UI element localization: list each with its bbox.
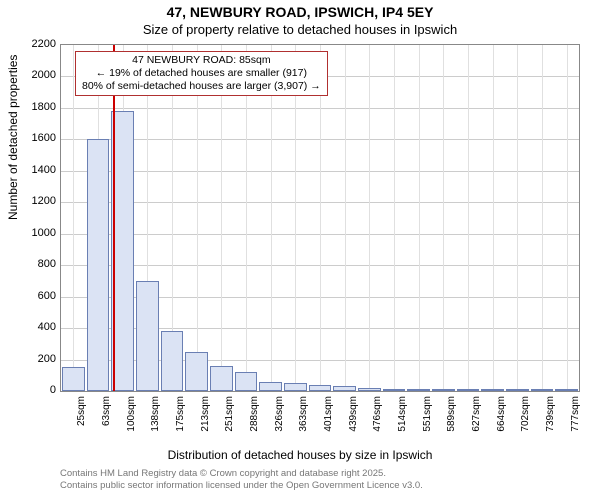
- x-tick-label: 25sqm: [76, 396, 87, 426]
- y-tick-label: 600: [38, 290, 56, 302]
- bar: [432, 389, 455, 391]
- x-tick-label: 551sqm: [422, 396, 433, 432]
- footer-line2: Contains public sector information licen…: [60, 480, 423, 492]
- y-tick-label: 1800: [32, 101, 56, 113]
- x-tick-label: 288sqm: [249, 396, 260, 432]
- bar: [506, 389, 529, 391]
- x-tick-label: 777sqm: [570, 396, 581, 432]
- gridline-v: [369, 45, 370, 391]
- chart-container: 47, NEWBURY ROAD, IPSWICH, IP4 5EY Size …: [0, 0, 600, 500]
- x-tick-label: 175sqm: [175, 396, 186, 432]
- x-tick-label: 138sqm: [150, 396, 161, 432]
- y-tick-label: 1000: [32, 227, 56, 239]
- gridline-v: [493, 45, 494, 391]
- gridline-v: [394, 45, 395, 391]
- y-tick-label: 200: [38, 353, 56, 365]
- y-tick-label: 0: [50, 384, 56, 396]
- bar: [481, 389, 504, 391]
- y-tick-label: 800: [38, 258, 56, 270]
- x-tick-label: 363sqm: [298, 396, 309, 432]
- gridline-v: [246, 45, 247, 391]
- gridline-v: [542, 45, 543, 391]
- bar: [284, 383, 307, 391]
- gridline-v: [345, 45, 346, 391]
- plot-area: 47 NEWBURY ROAD: 85sqm ← 19% of detached…: [60, 44, 580, 392]
- x-tick-label: 439sqm: [348, 396, 359, 432]
- y-tick-label: 1600: [32, 132, 56, 144]
- x-tick-label: 401sqm: [323, 396, 334, 432]
- x-tick-label: 739sqm: [545, 396, 556, 432]
- bar: [210, 366, 233, 391]
- bar: [531, 389, 554, 391]
- x-tick-label: 251sqm: [224, 396, 235, 432]
- gridline-v: [443, 45, 444, 391]
- bar: [136, 281, 159, 391]
- bar: [383, 389, 406, 391]
- x-tick-label: 702sqm: [520, 396, 531, 432]
- annotation-line2: ← 19% of detached houses are smaller (91…: [82, 67, 321, 80]
- footer-text: Contains HM Land Registry data © Crown c…: [60, 468, 423, 492]
- x-tick-label: 627sqm: [471, 396, 482, 432]
- bar: [185, 352, 208, 391]
- bar: [235, 372, 258, 391]
- bar: [333, 386, 356, 391]
- gridline-v: [295, 45, 296, 391]
- annotation-line1: 47 NEWBURY ROAD: 85sqm: [82, 54, 321, 67]
- bar: [259, 382, 282, 391]
- bar: [555, 389, 578, 391]
- gridline-v: [567, 45, 568, 391]
- x-tick-label: 589sqm: [446, 396, 457, 432]
- x-tick-label: 476sqm: [372, 396, 383, 432]
- bar: [407, 389, 430, 391]
- x-tick-label: 514sqm: [397, 396, 408, 432]
- x-tick-label: 100sqm: [126, 396, 137, 432]
- y-axis-label: Number of detached properties: [6, 55, 20, 220]
- property-marker-line: [113, 45, 115, 391]
- y-tick-label: 400: [38, 321, 56, 333]
- x-tick-label: 326sqm: [274, 396, 285, 432]
- bar: [457, 389, 480, 391]
- y-tick-label: 2200: [32, 38, 56, 50]
- x-axis-label: Distribution of detached houses by size …: [0, 448, 600, 462]
- y-tick-label: 1200: [32, 195, 56, 207]
- gridline-v: [419, 45, 420, 391]
- y-tick-label: 1400: [32, 164, 56, 176]
- bar: [358, 388, 381, 391]
- gridline-v: [468, 45, 469, 391]
- y-tick-label: 2000: [32, 69, 56, 81]
- x-tick-label: 664sqm: [496, 396, 507, 432]
- footer-line1: Contains HM Land Registry data © Crown c…: [60, 468, 423, 480]
- x-tick-area: 25sqm 63sqm 100sqm 138sqm 175sqm 213sqm 251sqm…: [60, 394, 580, 444]
- chart-subtitle: Size of property relative to detached ho…: [0, 22, 600, 37]
- gridline-v: [221, 45, 222, 391]
- y-tick-area: 0200400600800100012001400160018002000220…: [20, 44, 58, 392]
- gridline-v: [197, 45, 198, 391]
- x-tick-label: 63sqm: [101, 396, 112, 426]
- gridline-v: [517, 45, 518, 391]
- gridline-v: [320, 45, 321, 391]
- gridline-v: [271, 45, 272, 391]
- x-tick-label: 213sqm: [200, 396, 211, 432]
- bar: [62, 367, 85, 391]
- annotation-box: 47 NEWBURY ROAD: 85sqm ← 19% of detached…: [75, 51, 328, 96]
- annotation-line3: 80% of semi-detached houses are larger (…: [82, 80, 321, 93]
- bar: [161, 331, 184, 391]
- chart-title: 47, NEWBURY ROAD, IPSWICH, IP4 5EY: [0, 4, 600, 20]
- gridline-v: [73, 45, 74, 391]
- bar: [309, 385, 332, 391]
- bar: [87, 139, 110, 391]
